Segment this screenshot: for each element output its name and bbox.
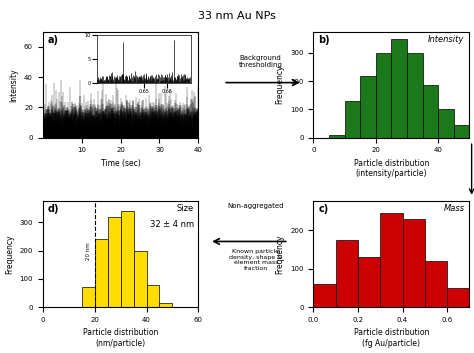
Bar bbox=[82, 287, 95, 307]
Bar bbox=[336, 240, 358, 307]
Bar bbox=[392, 39, 407, 138]
Bar bbox=[376, 53, 392, 138]
Bar bbox=[159, 303, 173, 307]
X-axis label: Particle distribution
(fg Au/particle): Particle distribution (fg Au/particle) bbox=[354, 328, 429, 348]
Text: b): b) bbox=[318, 35, 330, 45]
Y-axis label: Frequency: Frequency bbox=[276, 65, 285, 104]
Bar bbox=[313, 284, 336, 307]
Text: 32 ± 4 nm: 32 ± 4 nm bbox=[150, 220, 194, 229]
Y-axis label: Intensity: Intensity bbox=[9, 68, 18, 102]
Bar bbox=[358, 257, 380, 307]
Text: Mass: Mass bbox=[444, 204, 465, 213]
X-axis label: Particle distribution
(nm/particle): Particle distribution (nm/particle) bbox=[83, 328, 158, 348]
X-axis label: Particle distribution
(intensity/particle): Particle distribution (intensity/particl… bbox=[354, 159, 429, 178]
Bar bbox=[108, 217, 120, 307]
Bar bbox=[407, 53, 422, 138]
Text: Size: Size bbox=[176, 204, 194, 213]
Bar bbox=[422, 85, 438, 138]
Bar bbox=[360, 76, 376, 138]
Text: 20 nm: 20 nm bbox=[86, 242, 91, 259]
Bar bbox=[425, 261, 447, 307]
Bar bbox=[447, 288, 469, 307]
Bar bbox=[345, 101, 360, 138]
Text: Known particle
density, shape &
element mass
fraction: Known particle density, shape & element … bbox=[229, 249, 283, 271]
Bar bbox=[95, 239, 108, 307]
Text: d): d) bbox=[47, 204, 59, 214]
Text: 33 nm Au NPs: 33 nm Au NPs bbox=[198, 11, 276, 20]
Bar bbox=[438, 109, 454, 138]
X-axis label: Time (sec): Time (sec) bbox=[100, 159, 140, 168]
Bar bbox=[454, 125, 469, 138]
Y-axis label: Frequency: Frequency bbox=[276, 234, 285, 274]
Bar bbox=[134, 251, 146, 307]
Y-axis label: Frequency: Frequency bbox=[5, 234, 14, 274]
Text: Background
thresholding: Background thresholding bbox=[239, 55, 283, 68]
Bar bbox=[402, 219, 425, 307]
Text: a): a) bbox=[47, 35, 58, 45]
Bar bbox=[146, 285, 159, 307]
Text: Non-aggregated: Non-aggregated bbox=[228, 203, 284, 209]
Text: c): c) bbox=[318, 204, 328, 214]
Text: Intensity: Intensity bbox=[428, 35, 465, 44]
Bar bbox=[380, 213, 402, 307]
Bar bbox=[120, 211, 134, 307]
Bar bbox=[329, 135, 345, 138]
